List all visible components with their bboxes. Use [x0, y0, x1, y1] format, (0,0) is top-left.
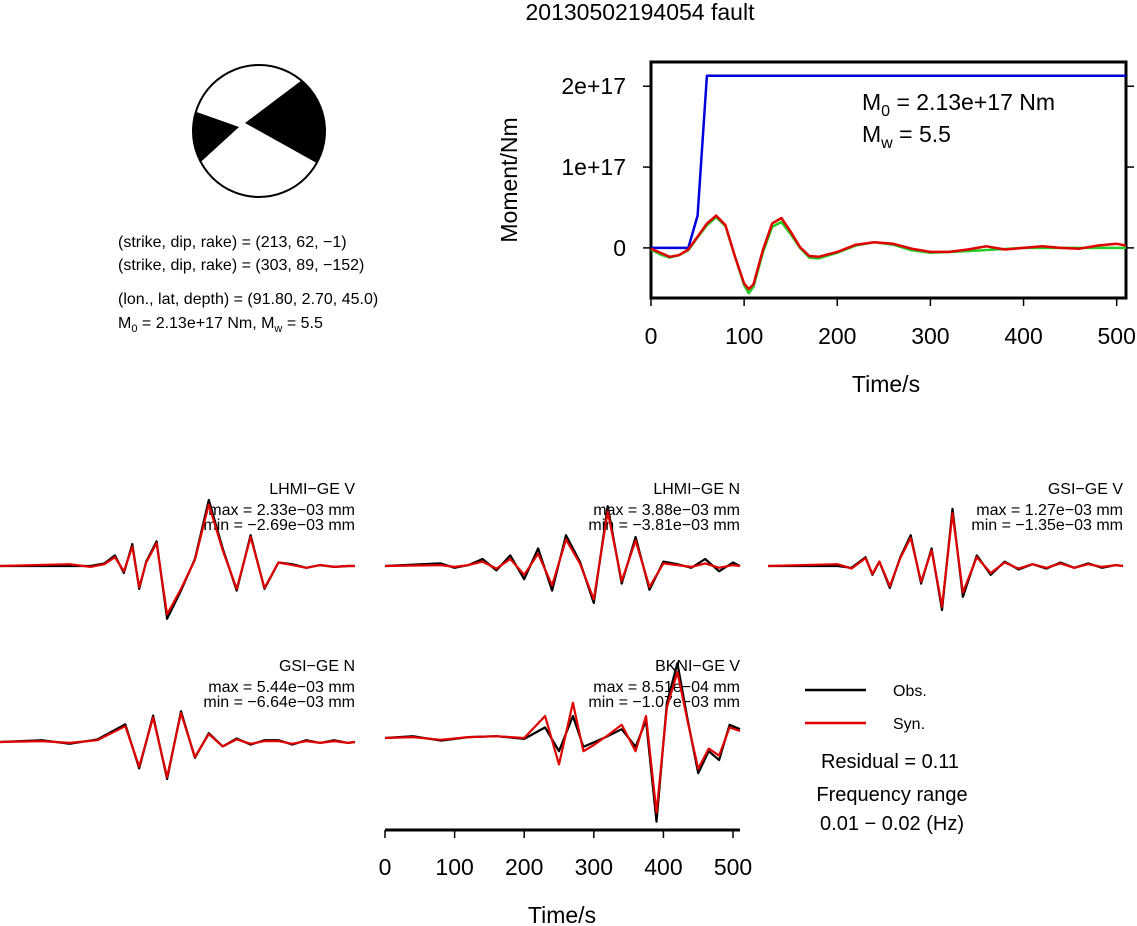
waveform-x-ticks: 0 100 200 300 400 500 — [379, 828, 752, 880]
x-tick-label: 100 — [435, 854, 473, 880]
station-title: LHMI−GE N — [653, 481, 740, 498]
max-amplitude-label: max = 1.27e−03 mm — [976, 502, 1123, 519]
figure-title: 20130502194054 fault — [526, 0, 756, 25]
x-tick-label: 200 — [818, 323, 856, 349]
moment-mw-annotation: Mw = 5.5 — [862, 121, 951, 152]
y-tick-label: 1e+17 — [561, 154, 626, 180]
beachball-icon — [192, 64, 326, 198]
waveform-syn-trace — [0, 503, 355, 616]
station-title: GSI−GE N — [279, 658, 355, 675]
frequency-range-title: Frequency range — [816, 784, 967, 806]
moment-series-red — [650, 214, 1127, 291]
moment-y-ticks: 0 1e+17 2e+17 — [561, 73, 1134, 261]
waveform-syn-trace — [0, 711, 356, 779]
moment-series-group — [650, 74, 1127, 295]
y-tick-label: 2e+17 — [561, 73, 626, 99]
x-tick-label: 0 — [379, 854, 392, 880]
waveform-syn-trace — [384, 670, 741, 814]
moment-y-axis-label: Moment/Nm — [496, 117, 522, 242]
legend-syn-label: Syn. — [893, 716, 925, 733]
moment-m0-annotation: M0 = 2.13e+17 Nm — [862, 89, 1055, 120]
max-amplitude-label: max = 2.33e−03 mm — [208, 502, 355, 519]
waveform-x-axis-label: Time/s — [528, 902, 596, 926]
x-tick-label: 100 — [725, 323, 763, 349]
beachball-compressional-quadrant — [245, 80, 325, 163]
min-amplitude-label: min = −1.35e−03 mm — [971, 517, 1123, 534]
waveform-syn-trace — [384, 510, 741, 601]
min-amplitude-label: min = −1.07e−03 mm — [588, 694, 740, 711]
x-tick-label: 500 — [1097, 323, 1135, 349]
mechanism-info: (strike, dip, rake) = (213, 62, −1) (str… — [118, 234, 378, 335]
y-tick-label: 0 — [613, 235, 626, 261]
moment-x-axis-label: Time/s — [852, 371, 920, 397]
moment-series-green — [650, 215, 1126, 295]
waveform-syn-trace — [767, 512, 1124, 608]
min-amplitude-label: min = −2.69e−03 mm — [203, 517, 355, 534]
x-tick-label: 200 — [505, 854, 543, 880]
x-tick-label: 400 — [644, 854, 682, 880]
mechanism-line-3: (lon., lat, depth) = (91.80, 2.70, 45.0) — [118, 291, 378, 308]
min-amplitude-label: min = −3.81e−03 mm — [588, 517, 740, 534]
waveform-obs-trace — [0, 710, 356, 781]
x-tick-label: 300 — [575, 854, 613, 880]
x-tick-label: 500 — [714, 854, 752, 880]
beachball-compressional-quadrant — [193, 111, 239, 162]
residual-label: Residual = 0.11 — [821, 751, 959, 773]
moment-panel: 0 100 200 300 400 500 0 1e+17 2e+17 Time/s Mome… — [496, 60, 1136, 397]
moment-series-blue — [651, 74, 1126, 250]
waveform-panel-lhmi-ge-n: LHMI−GE N max = 3.88e−03 mm min = −3.81e… — [384, 481, 741, 605]
x-tick-label: 0 — [645, 323, 658, 349]
waveform-panels: LHMI−GE V max = 2.33e−03 mm min = −2.69e… — [0, 481, 1124, 823]
waveform-panel-gsi-ge-n: GSI−GE N max = 5.44e−03 mm min = −6.64e−… — [0, 658, 356, 781]
mechanism-line-1: (strike, dip, rake) = (213, 62, −1) — [118, 234, 347, 251]
legend: Obs. Syn. Residual = 0.11 Frequency rang… — [805, 683, 968, 835]
waveform-time-axis: 0 100 200 300 400 500 Time/s — [379, 828, 752, 926]
x-tick-label: 300 — [911, 323, 949, 349]
max-amplitude-label: max = 3.88e−03 mm — [593, 502, 740, 519]
min-amplitude-label: min = −6.64e−03 mm — [203, 694, 355, 711]
moment-x-ticks: 0 100 200 300 400 500 — [645, 298, 1136, 349]
max-amplitude-label: max = 5.44e−03 mm — [208, 679, 355, 696]
legend-obs-label: Obs. — [893, 683, 927, 700]
waveform-panel-lhmi-ge-v: LHMI−GE V max = 2.33e−03 mm min = −2.69e… — [0, 481, 355, 620]
station-title: BKNI−GE V — [655, 658, 740, 675]
max-amplitude-label: max = 8.51e−04 mm — [593, 679, 740, 696]
waveform-panel-bkni-ge-v: BKNI−GE V max = 8.51e−04 mm min = −1.07e… — [384, 658, 741, 823]
station-title: LHMI−GE V — [269, 481, 355, 498]
frequency-range-value: 0.01 − 0.02 (Hz) — [820, 813, 964, 835]
waveform-panel-gsi-ge-v: GSI−GE V max = 1.27e−03 mm min = −1.35e−… — [767, 481, 1124, 612]
x-tick-label: 400 — [1004, 323, 1042, 349]
mechanism-line-2: (strike, dip, rake) = (303, 89, −152) — [118, 257, 364, 274]
mechanism-moment-line: M0 = 2.13e+17 Nm, Mw = 5.5 — [118, 315, 323, 335]
station-title: GSI−GE V — [1048, 481, 1123, 498]
moment-plot-frame — [649, 60, 1128, 300]
